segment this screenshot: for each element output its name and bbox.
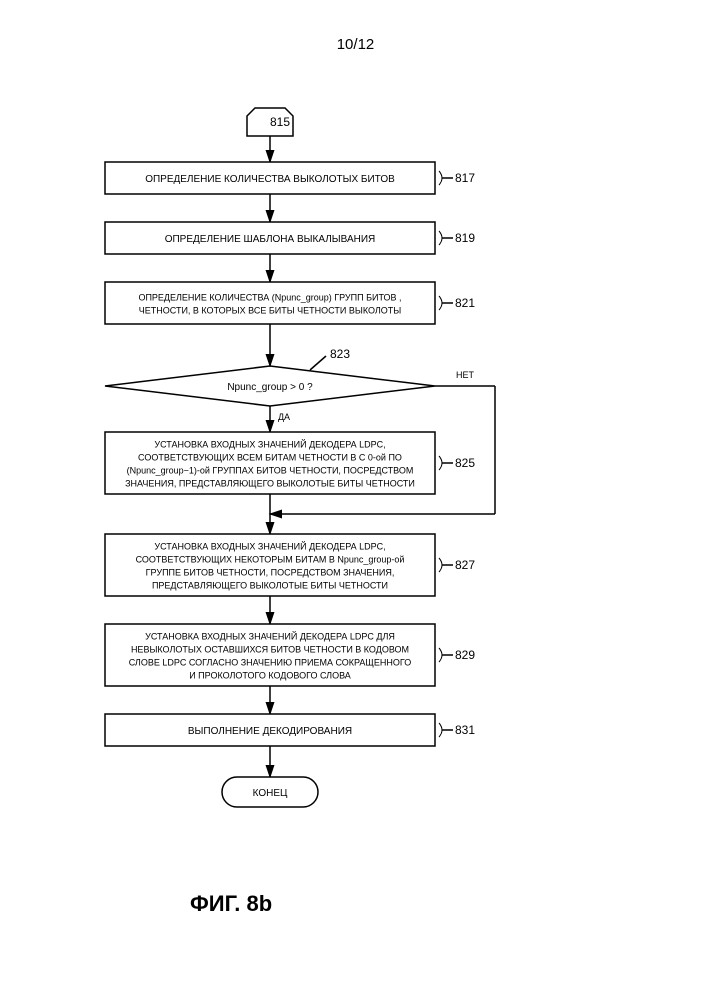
step-821 (105, 282, 435, 324)
ref-827-bracket (439, 558, 442, 572)
ref-817-bracket (439, 171, 442, 185)
step-817-text: ОПРЕДЕЛЕНИЕ КОЛИЧЕСТВА ВЫКОЛОТЫХ БИТОВ (145, 174, 395, 185)
ref-821-bracket (439, 296, 442, 310)
step-825-line3: ЗНАЧЕНИЯ, ПРЕДСТАВЛЯЮЩЕГО ВЫКОЛОТЫЕ БИТЫ… (125, 479, 415, 489)
step-819-text: ОПРЕДЕЛЕНИЕ ШАБЛОНА ВЫКАЛЫВАНИЯ (165, 234, 376, 245)
step-829-line0: УСТАНОВКА ВХОДНЫХ ЗНАЧЕНИЙ ДЕКОДЕРА LDPC… (145, 631, 395, 642)
step-825-line0: УСТАНОВКА ВХОДНЫХ ЗНАЧЕНИЙ ДЕКОДЕРА LDPC… (154, 439, 385, 450)
step-825-line1: СООТВЕТСТВУЮЩИХ ВСЕМ БИТАМ ЧЕТНОСТИ В С … (138, 453, 402, 463)
ref-825-bracket (439, 456, 442, 470)
ref-823: 823 (330, 347, 350, 361)
step-827-line0: УСТАНОВКА ВХОДНЫХ ЗНАЧЕНИЙ ДЕКОДЕРА LDPC… (154, 541, 385, 552)
decision-823-text: Npunc_group > 0 ? (227, 382, 313, 393)
step-821-line0: ОПРЕДЕЛЕНИЕ КОЛИЧЕСТВА (Npunc_group) ГРУ… (138, 293, 401, 303)
ref-827-label: 827 (455, 558, 475, 572)
ref-829-bracket (439, 648, 442, 662)
step-827-line2: ГРУППЕ БИТОВ ЧЕТНОСТИ, ПОСРЕДСТВОМ ЗНАЧЕ… (146, 568, 395, 578)
step-831-text: ВЫПОЛНЕНИЕ ДЕКОДИРОВАНИЯ (188, 726, 352, 737)
ref-831-bracket (439, 723, 442, 737)
decision-yes-label: ДА (278, 412, 290, 422)
ref-819-bracket (439, 231, 442, 245)
step-827-line3: ПРЕДСТАВЛЯЮЩЕГО ВЫКОЛОТЫЕ БИТЫ ЧЕТНОСТИ (152, 581, 388, 591)
end-text: КОНЕЦ (253, 788, 288, 799)
decision-no-label: НЕТ (456, 370, 475, 380)
ref-821-label: 821 (455, 296, 475, 310)
ref-825-label: 825 (455, 456, 475, 470)
step-829-line2: СЛОВЕ LDPC СОГЛАСНО ЗНАЧЕНИЮ ПРИЕМА СОКР… (129, 658, 412, 668)
start-ref: 815 (270, 115, 290, 129)
step-827-line1: СООТВЕТСТВУЮЩИХ НЕКОТОРЫМ БИТАМ В Npunc_… (136, 555, 405, 565)
ref-817-label: 817 (455, 171, 475, 185)
step-829-line1: НЕВЫКОЛОТЫХ ОСТАВШИХСЯ БИТОВ ЧЕТНОСТИ В … (131, 645, 409, 655)
step-825-line2: (Npunc_group−1)-ой ГРУППАХ БИТОВ ЧЕТНОСТ… (127, 466, 414, 476)
ref-819-label: 819 (455, 231, 475, 245)
ref-829-label: 829 (455, 648, 475, 662)
ref-831-label: 831 (455, 723, 475, 737)
step-821-line1: ЧЕТНОСТИ, В КОТОРЫХ ВСЕ БИТЫ ЧЕТНОСТИ ВЫ… (139, 306, 402, 316)
ref-823-leader (310, 356, 326, 370)
step-829-line3: И ПРОКОЛОТОГО КОДОВОГО СЛОВА (189, 671, 351, 681)
flowchart-svg: 815 ОПРЕДЕЛЕНИЕ КОЛИЧЕСТВА ВЫКОЛОТЫХ БИТО… (0, 0, 711, 999)
